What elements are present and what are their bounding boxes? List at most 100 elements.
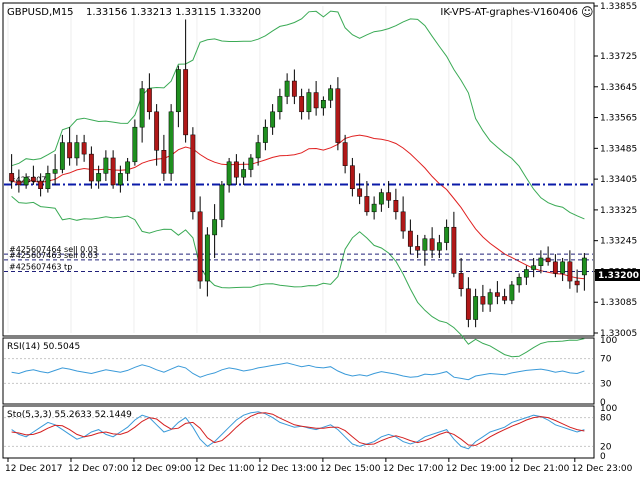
candlestick-series bbox=[9, 19, 587, 328]
price-tick-label: 1.33855 bbox=[600, 2, 637, 12]
candle-body bbox=[400, 211, 406, 232]
candle-body bbox=[335, 88, 341, 143]
candle-body bbox=[30, 176, 36, 182]
candle-body bbox=[458, 273, 464, 290]
symbol-timeframe: GBPUSD,M15 bbox=[7, 7, 74, 18]
candle-body bbox=[67, 142, 73, 159]
candle-body bbox=[88, 153, 94, 182]
time-tick-label: 12 Dec 17:00 bbox=[383, 464, 444, 474]
candle-body bbox=[168, 111, 174, 174]
candle-body bbox=[190, 134, 196, 213]
candle-body bbox=[523, 269, 529, 278]
price-tick-label: 1.33405 bbox=[600, 175, 637, 185]
candle-body bbox=[473, 296, 479, 320]
candle-body bbox=[132, 126, 138, 163]
price-tick-label: 1.33485 bbox=[600, 144, 637, 154]
candle-body bbox=[226, 161, 232, 186]
oscillator-tick-label: 30 bbox=[600, 379, 612, 389]
time-tick-label: 12 Dec 11:00 bbox=[194, 464, 255, 474]
candle-body bbox=[9, 173, 15, 182]
oscillator-line bbox=[11, 362, 585, 381]
candle-body bbox=[371, 203, 377, 213]
candle-body bbox=[581, 257, 587, 276]
time-tick-label: 12 Dec 19:00 bbox=[446, 464, 507, 474]
candle-body bbox=[502, 296, 508, 301]
candle-body bbox=[386, 192, 392, 201]
candle-body bbox=[291, 80, 297, 97]
candle-body bbox=[407, 230, 413, 247]
candle-body bbox=[146, 88, 152, 113]
candle-body bbox=[45, 173, 51, 189]
candle-body bbox=[16, 180, 22, 186]
candle-body bbox=[125, 161, 131, 174]
candle-body bbox=[81, 142, 87, 155]
candle-body bbox=[23, 176, 29, 186]
candle-body bbox=[103, 157, 109, 174]
candle-body bbox=[284, 80, 290, 97]
candle-body bbox=[197, 211, 203, 282]
candle-body bbox=[175, 69, 181, 113]
candle-body bbox=[161, 150, 167, 174]
candle-body bbox=[545, 257, 551, 263]
time-tick-label: 12 Dec 09:00 bbox=[131, 464, 192, 474]
time-tick-label: 12 Dec 21:00 bbox=[509, 464, 570, 474]
candle-body bbox=[422, 238, 428, 251]
candle-body bbox=[299, 96, 305, 113]
candle-body bbox=[494, 292, 500, 297]
candle-body bbox=[516, 276, 522, 286]
candle-body bbox=[277, 96, 283, 113]
current-price-tag bbox=[595, 269, 640, 281]
oscillator-tick-label: 70 bbox=[600, 355, 612, 365]
candle-body bbox=[52, 169, 58, 174]
candle-body bbox=[204, 234, 210, 282]
order-level-label: #425607464 sell 0.03 bbox=[9, 245, 98, 254]
oscillator-line bbox=[11, 412, 585, 446]
candle-body bbox=[74, 142, 80, 159]
lower-band-line bbox=[11, 196, 585, 358]
candle-body bbox=[429, 238, 435, 251]
candle-body bbox=[96, 173, 102, 182]
candle-body bbox=[342, 142, 348, 166]
expert-name: IK-VPS-AT-graphes-V160406 bbox=[440, 7, 578, 18]
upper-band-line bbox=[11, 10, 585, 220]
current-price-label: 1.33200 bbox=[598, 271, 639, 281]
time-tick-label: 12 Dec 15:00 bbox=[320, 464, 381, 474]
candle-body bbox=[233, 161, 239, 178]
candle-body bbox=[538, 257, 544, 266]
candle-body bbox=[451, 226, 457, 274]
order-levels[interactable]: #4256074 #425607464 sell 0.03#425607463 s… bbox=[4, 176, 593, 272]
bollinger-bands bbox=[11, 10, 585, 358]
candle-body bbox=[219, 184, 225, 220]
candle-body bbox=[436, 242, 442, 251]
candle-body bbox=[509, 284, 515, 301]
candle-body bbox=[212, 219, 218, 236]
candle-body bbox=[574, 280, 580, 286]
oscillator-tick-label: 100 bbox=[600, 404, 617, 414]
time-tick-label: 12 Dec 23:00 bbox=[572, 464, 633, 474]
candle-body bbox=[110, 157, 116, 186]
price-tick-label: 1.33565 bbox=[600, 114, 637, 124]
oscillator-tick-label: 100 bbox=[600, 336, 617, 346]
rsi-pane[interactable] bbox=[2, 337, 595, 405]
rsi-indicator: 100 70 30 0 bbox=[4, 336, 617, 408]
price-tick-label: 1.33005 bbox=[600, 329, 637, 339]
candle-body bbox=[349, 165, 355, 189]
time-tick-label: 12 Dec 2017 bbox=[5, 464, 63, 474]
expert-smiley-icon[interactable]: ☺ bbox=[581, 5, 594, 19]
candle-body bbox=[154, 111, 160, 151]
order-level-label: #425607463 sell 0.03 bbox=[9, 251, 98, 260]
oscillator-tick-label: 0 bbox=[600, 398, 606, 408]
rsi-title: RSI(14) 50.5045 bbox=[7, 342, 80, 352]
oscillator-tick-label: 0 bbox=[600, 452, 606, 462]
oscillator-line bbox=[11, 411, 585, 450]
candle-body bbox=[415, 246, 421, 251]
candle-body bbox=[59, 142, 65, 170]
price-tick-label: 1.33725 bbox=[600, 52, 637, 62]
candle-body bbox=[38, 180, 44, 189]
time-tick-label: 12 Dec 07:00 bbox=[68, 464, 129, 474]
candle-body bbox=[328, 88, 334, 101]
time-axis: 12 Dec 2017 12 Dec 07:00 12 Dec 09:00 12 De… bbox=[5, 458, 633, 474]
candle-body bbox=[393, 200, 399, 213]
